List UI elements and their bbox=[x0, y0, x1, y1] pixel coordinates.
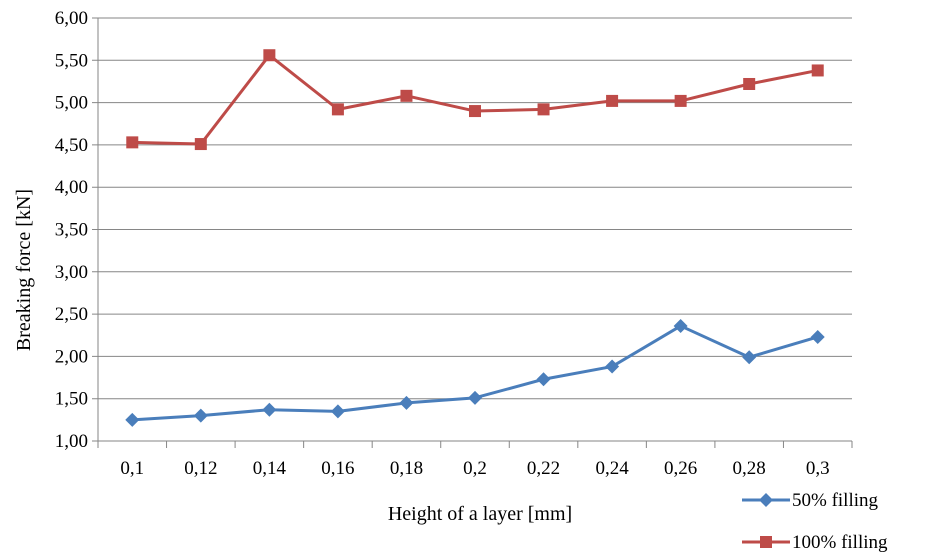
data-point bbox=[399, 395, 414, 410]
x-tick-label: 0,22 bbox=[527, 458, 560, 479]
data-point bbox=[194, 138, 207, 151]
x-tick-label: 0,1 bbox=[120, 458, 144, 479]
legend-label: 50% filling bbox=[792, 490, 879, 511]
data-point bbox=[262, 402, 277, 417]
data-point bbox=[331, 103, 344, 116]
data-point bbox=[125, 412, 140, 427]
data-point bbox=[193, 408, 208, 423]
series-line bbox=[132, 324, 819, 422]
data-point bbox=[605, 359, 620, 374]
y-tick-label: 1,00 bbox=[55, 431, 88, 452]
y-tick-label: 3,50 bbox=[55, 220, 88, 241]
x-tick-labels: 0,1 0,12 0,14 0,16 0,18 0,2 0,22 0,24 0,26 0,28 0,… bbox=[120, 458, 829, 479]
x-tick-label: 0,3 bbox=[806, 458, 830, 479]
gridlines bbox=[92, 17, 852, 442]
data-point bbox=[537, 103, 550, 116]
legend: 50% filling 100% filling bbox=[742, 490, 888, 553]
data-point bbox=[811, 64, 824, 77]
data-point bbox=[673, 318, 688, 333]
y-tick-label: 5,50 bbox=[55, 50, 88, 71]
data-point bbox=[674, 94, 687, 107]
data-point bbox=[330, 404, 345, 419]
data-point bbox=[400, 89, 413, 102]
y-tick-label: 1,50 bbox=[55, 389, 88, 410]
x-tick-label: 0,12 bbox=[184, 458, 217, 479]
legend-marker bbox=[760, 536, 772, 548]
data-point bbox=[536, 372, 551, 387]
legend-entry: 100% filling bbox=[742, 532, 888, 553]
y-axis-title: Breaking force [kN] bbox=[13, 189, 35, 351]
legend-marker bbox=[759, 493, 773, 507]
data-point bbox=[468, 390, 482, 405]
x-tick-label: 0,18 bbox=[390, 458, 423, 479]
x-tick-label: 0,26 bbox=[664, 458, 697, 479]
data-point bbox=[742, 350, 757, 365]
data-point bbox=[743, 77, 756, 90]
x-tick-label: 0,16 bbox=[321, 458, 354, 479]
y-tick-label: 3,00 bbox=[55, 262, 88, 283]
y-tick-label: 2,50 bbox=[55, 304, 88, 325]
x-tick-label: 0,2 bbox=[463, 458, 487, 479]
x-tick-label: 0,14 bbox=[253, 458, 287, 479]
y-tick-labels: 1,00 1,50 2,00 2,50 3,00 3,50 4,00 4,50 5,00 5,50… bbox=[55, 8, 88, 452]
x-tick-label: 0,28 bbox=[733, 458, 766, 479]
y-tick-label: 2,00 bbox=[55, 346, 88, 367]
y-tick-label: 6,00 bbox=[55, 8, 88, 29]
axes bbox=[97, 18, 853, 448]
data-point bbox=[263, 49, 276, 62]
y-tick-label: 4,00 bbox=[55, 177, 88, 198]
series-2 bbox=[126, 49, 824, 151]
data-point bbox=[126, 136, 139, 149]
legend-entry: 50% filling bbox=[742, 490, 879, 511]
data-point bbox=[810, 329, 825, 344]
series-group bbox=[125, 49, 825, 427]
data-point bbox=[469, 105, 481, 118]
y-tick-label: 4,50 bbox=[55, 135, 88, 156]
series-1 bbox=[125, 318, 825, 427]
data-point bbox=[606, 94, 619, 107]
y-tick-label: 5,00 bbox=[55, 93, 88, 114]
x-tick-label: 0,24 bbox=[595, 458, 629, 479]
x-axis-title: Height of a layer [mm] bbox=[388, 503, 572, 525]
legend-label: 100% filling bbox=[792, 532, 888, 553]
series-line bbox=[132, 53, 819, 146]
